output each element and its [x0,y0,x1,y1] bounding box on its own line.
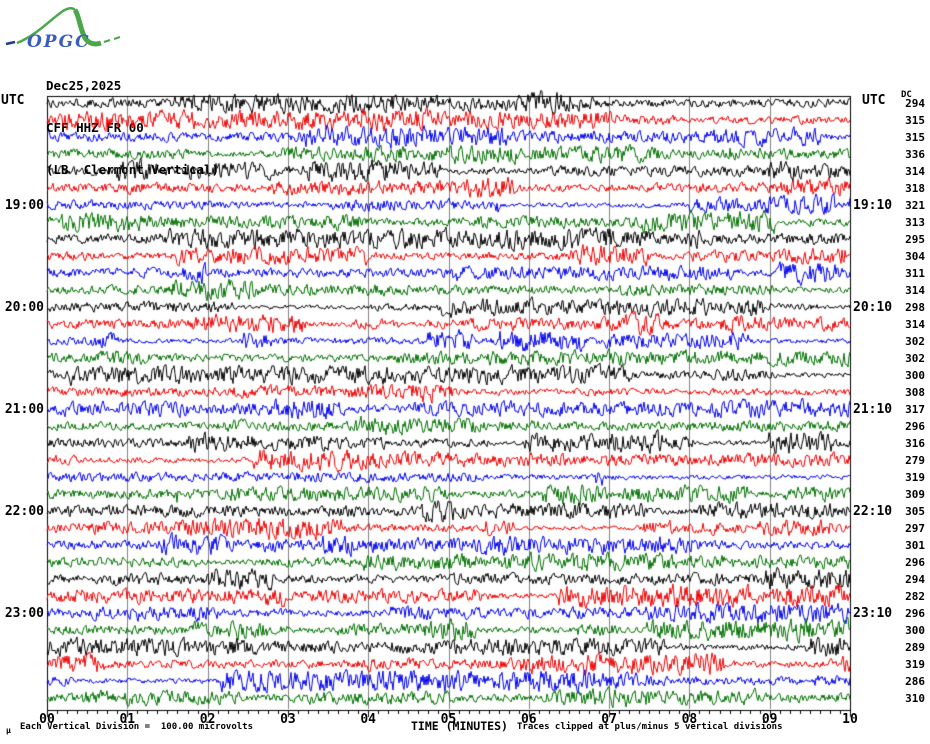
clip-note: Traces clipped at plus/minus 5 vertical … [517,722,783,732]
micro-glyph: µ [6,726,11,735]
scale-note: Each Vertical Division = 100.00 microvol… [20,722,253,732]
x-axis-title: TIME (MINUTES) [411,719,508,733]
